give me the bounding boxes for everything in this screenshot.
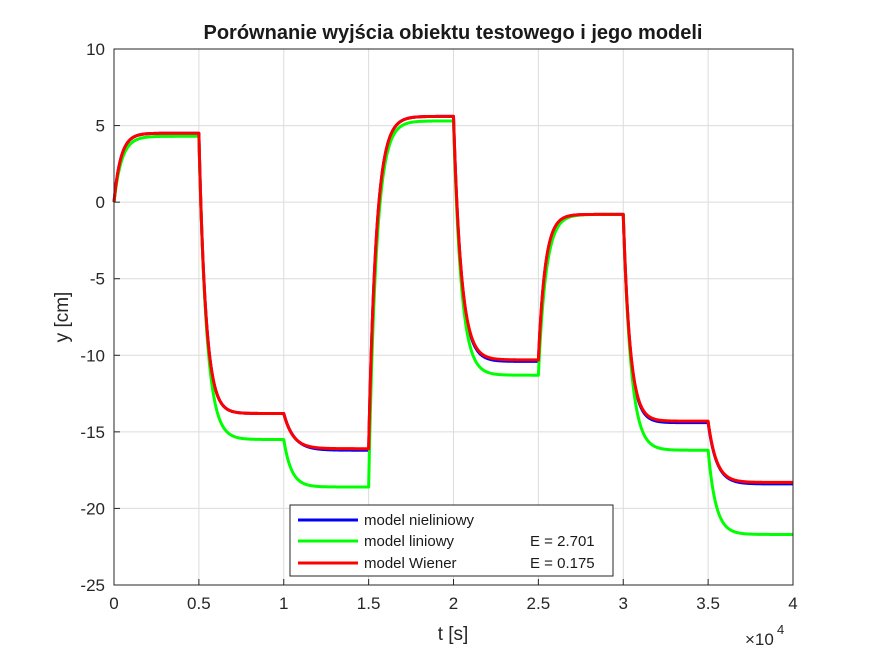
x-exponent-power: 4: [777, 622, 784, 637]
x-exponent-base: ×10: [745, 630, 774, 649]
legend-label-1: model liniowy: [364, 533, 455, 550]
legend-error-2: E = 0.175: [530, 555, 595, 572]
y-tick-label: -10: [80, 346, 105, 365]
x-tick-label: 2.5: [527, 594, 551, 613]
y-tick-label: 5: [96, 117, 105, 136]
chart-title: Porównanie wyjścia obiektu testowego i j…: [204, 22, 703, 44]
x-ticks: 0 0.5 1 1.5 2 2.5 3 3.5 4: [109, 579, 798, 613]
x-tick-label: 0.5: [187, 594, 211, 613]
y-tick-label: -20: [80, 499, 105, 518]
y-tick-label: 10: [86, 40, 105, 59]
y-axis-label: y [cm]: [52, 292, 73, 343]
series-line-2: [112, 114, 794, 484]
x-tick-label: 1.5: [357, 594, 381, 613]
legend: model nieliniowy model liniowy E = 2.701…: [289, 504, 614, 577]
x-tick-label: 0: [109, 594, 118, 613]
x-tick-label: 4: [788, 594, 797, 613]
x-tick-label: 3.5: [696, 594, 720, 613]
y-ticks: -25 -20 -15 -10 -5 0 5 10: [80, 40, 120, 595]
x-exponent: ×10 4: [745, 622, 784, 649]
y-tick-label: -25: [80, 576, 105, 595]
legend-label-2: model Wiener: [364, 555, 457, 572]
legend-label-0: model nieliniowy: [364, 512, 475, 529]
x-tick-label: 2: [449, 594, 458, 613]
y-tick-label: 0: [96, 193, 105, 212]
x-tick-label: 3: [619, 594, 628, 613]
y-tick-label: -15: [80, 423, 105, 442]
series-lines: [112, 114, 794, 536]
legend-error-1: E = 2.701: [530, 533, 595, 550]
x-tick-label: 1: [279, 594, 288, 613]
x-axis-label: t [s]: [438, 624, 469, 645]
y-tick-label: -5: [90, 270, 105, 289]
